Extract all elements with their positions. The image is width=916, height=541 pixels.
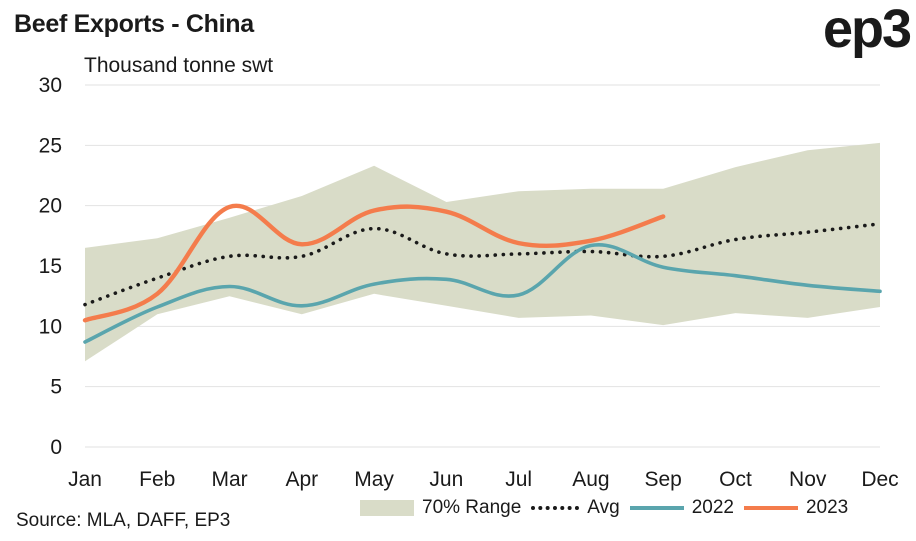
source-note: Source: MLA, DAFF, EP3 bbox=[16, 510, 231, 531]
range-band-group bbox=[85, 142, 880, 362]
legend-item-2022: 2022 bbox=[629, 497, 734, 519]
y-tick-label: 20 bbox=[39, 195, 62, 218]
x-tick-label: Feb bbox=[139, 468, 175, 491]
y-tick-label: 5 bbox=[50, 376, 62, 399]
x-tick-label: Jun bbox=[429, 468, 463, 491]
legend-swatch-avg bbox=[531, 506, 580, 510]
legend: 70% Range Avg 2022 2023 bbox=[360, 497, 848, 519]
chart-title: Beef Exports - China bbox=[14, 10, 254, 38]
legend-label-2022: 2022 bbox=[691, 497, 734, 518]
legend-label-avg: Avg bbox=[587, 497, 620, 518]
x-tick-label: Jul bbox=[505, 468, 532, 491]
y-tick-label: 15 bbox=[39, 255, 62, 278]
y-tick-label: 30 bbox=[39, 74, 62, 97]
x-tick-labels: Jan Feb Mar Apr May Jun Jul Aug Sep Oct Nov Dec bbox=[68, 468, 899, 491]
series-line-2022 bbox=[83, 242, 882, 344]
range-band bbox=[85, 142, 880, 362]
x-tick-label: Mar bbox=[211, 468, 247, 491]
series-line-2023 bbox=[82, 203, 666, 323]
legend-swatch-range bbox=[360, 500, 414, 516]
legend-swatch-2023 bbox=[743, 506, 798, 510]
x-tick-label: Jan bbox=[68, 468, 102, 491]
x-tick-label: Aug bbox=[572, 468, 609, 491]
legend-item-avg: Avg bbox=[531, 497, 620, 519]
legend-swatch-2022 bbox=[629, 506, 684, 510]
y-tick-label: 25 bbox=[39, 134, 62, 157]
legend-label-2023: 2023 bbox=[805, 497, 849, 518]
x-tick-label: May bbox=[354, 468, 394, 491]
legend-item-range: 70% Range bbox=[360, 497, 521, 519]
legend-item-2023: 2023 bbox=[743, 497, 849, 519]
x-tick-label: Oct bbox=[719, 468, 752, 491]
y-tick-label: 10 bbox=[39, 315, 62, 338]
ep3-logo: ep3 bbox=[822, 0, 912, 59]
series-group bbox=[82, 203, 882, 344]
legend-label-range: 70% Range bbox=[422, 497, 522, 518]
y-tick-labels: 0 5 10 15 20 25 30 bbox=[39, 74, 62, 459]
x-tick-label: Nov bbox=[789, 468, 827, 491]
y-tick-label: 0 bbox=[50, 436, 62, 459]
x-tick-label: Apr bbox=[285, 468, 318, 491]
x-tick-label: Sep bbox=[644, 468, 681, 491]
x-tick-label: Dec bbox=[861, 468, 898, 491]
y-axis-label: Thousand tonne swt bbox=[84, 54, 274, 77]
